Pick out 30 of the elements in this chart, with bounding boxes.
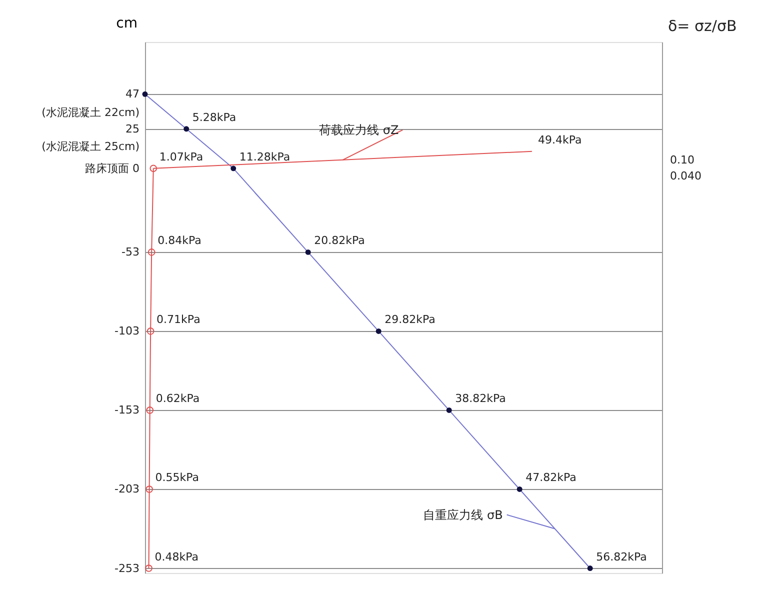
y-tick-label: -253 [114, 562, 140, 575]
y-tick-label: 25 [126, 122, 140, 136]
data-label: 20.82kPa [314, 234, 365, 248]
data-label: 49.4kPa [538, 133, 582, 146]
y-tick-label: -103 [114, 324, 140, 338]
legend-label: 自重应力线 σB [423, 508, 503, 522]
data-label: 47.82kPa [526, 471, 576, 484]
data-label: 0.71kPa [156, 313, 200, 326]
y-tick-label: 47 [126, 88, 140, 101]
data-label: 0.62kPa [156, 392, 200, 406]
data-label: 0.84kPa [158, 234, 202, 248]
y-tick-label: -153 [114, 404, 140, 417]
data-label: 11.28kPa [239, 150, 290, 164]
data-label: 56.82kPa [596, 550, 647, 564]
text: 0.040 [670, 169, 702, 182]
text: δ= σz/σB [668, 17, 737, 35]
data-label: 38.82kPa [455, 392, 506, 406]
data-label: 5.28kPa [192, 110, 236, 124]
y-tick-label: -53 [122, 246, 140, 259]
data-label: 0.48kPa [154, 550, 199, 564]
data-label: 0.55kPa [155, 471, 200, 484]
y-axis-title: cm [116, 16, 138, 32]
y-tick-label: (水泥混凝土 22cm) [42, 106, 140, 119]
data-label: 29.82kPa [384, 313, 436, 326]
y-tick-label: 路床顶面 0 [85, 162, 140, 175]
data-label: 1.07kPa [159, 150, 204, 164]
y-tick-label: (水泥混凝土 25cm) [42, 140, 140, 153]
series-label: 荷载应力线 σZ [319, 122, 399, 137]
y-tick-label: -203 [114, 482, 140, 496]
text: 0.10 [670, 153, 694, 166]
